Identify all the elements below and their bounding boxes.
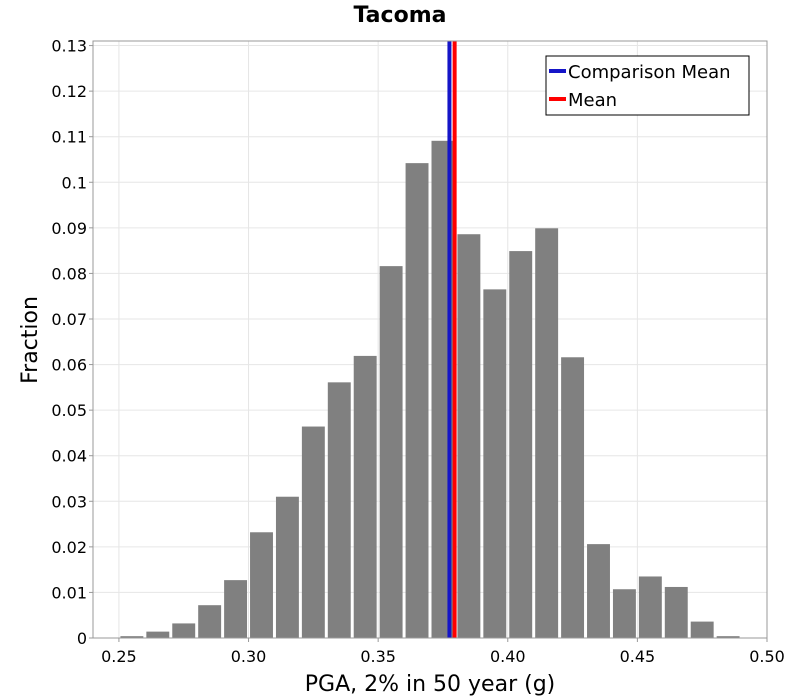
y-tick-label: 0.05 [51,401,87,420]
x-tick-label: 0.25 [101,647,137,666]
y-axis-ticks: 0 0.01 0.02 0.03 0.04 0.05 0.06 0.07 0.08 0.09 0.1… [51,37,93,648]
histogram-bar [716,636,740,638]
histogram-bar [172,623,196,638]
histogram-bar [535,228,559,639]
x-tick-label: 0.40 [490,647,526,666]
histogram-bar [301,426,325,638]
y-tick-label: 0.07 [51,310,87,329]
y-tick-label: 0.09 [51,219,87,238]
y-tick-label: 0.01 [51,583,87,602]
grid-lines [93,41,768,639]
histogram-bar [405,163,429,639]
legend: Comparison Mean Mean [545,55,750,116]
x-tick-label: 0.30 [231,647,267,666]
y-axis-title: Fraction [18,296,43,384]
histogram-bar [327,382,351,638]
y-tick-label: 0.1 [62,173,87,192]
histogram-bar [198,605,222,638]
y-tick-label: 0.04 [51,447,87,466]
histogram-bar [379,266,403,638]
y-tick-label: 0.11 [51,128,87,147]
histogram-bar [483,289,507,638]
x-axis-title: PGA, 2% in 50 year (g) [305,672,556,697]
histogram-bar [275,496,299,638]
plot-area-frame [92,40,768,639]
histogram-bar [587,544,610,638]
histogram-bar [509,251,533,639]
histogram-bar [353,355,377,638]
y-tick-label: 0 [77,629,87,648]
histogram-bar [457,234,481,638]
legend-box [545,55,750,116]
histogram-bar [612,589,636,638]
chart-title: Tacoma [354,3,447,28]
x-tick-label: 0.35 [360,647,396,666]
histogram-bar [664,586,688,638]
y-tick-label: 0.02 [51,538,87,557]
x-tick-label: 0.45 [620,647,656,666]
histogram-bar [224,580,248,638]
y-tick-label: 0.13 [51,37,87,56]
histogram-bar [561,357,585,638]
histogram-bars [120,140,740,639]
histogram-bar [690,621,714,638]
legend-label: Mean [568,90,617,111]
histogram-bar [250,532,273,638]
y-tick-label: 0.06 [51,356,87,375]
histogram-bar [146,631,170,638]
histogram-bar [120,636,144,638]
y-tick-label: 0.12 [51,82,87,101]
legend-label: Comparison Mean [568,62,731,83]
histogram-bar [638,576,662,638]
y-tick-label: 0.08 [51,264,87,283]
x-tick-label: 0.50 [749,647,785,666]
y-tick-label: 0.03 [51,492,87,511]
mean-lines [447,41,457,638]
x-axis-ticks: 0.25 0.30 0.35 0.40 0.45 0.50 [101,638,785,666]
